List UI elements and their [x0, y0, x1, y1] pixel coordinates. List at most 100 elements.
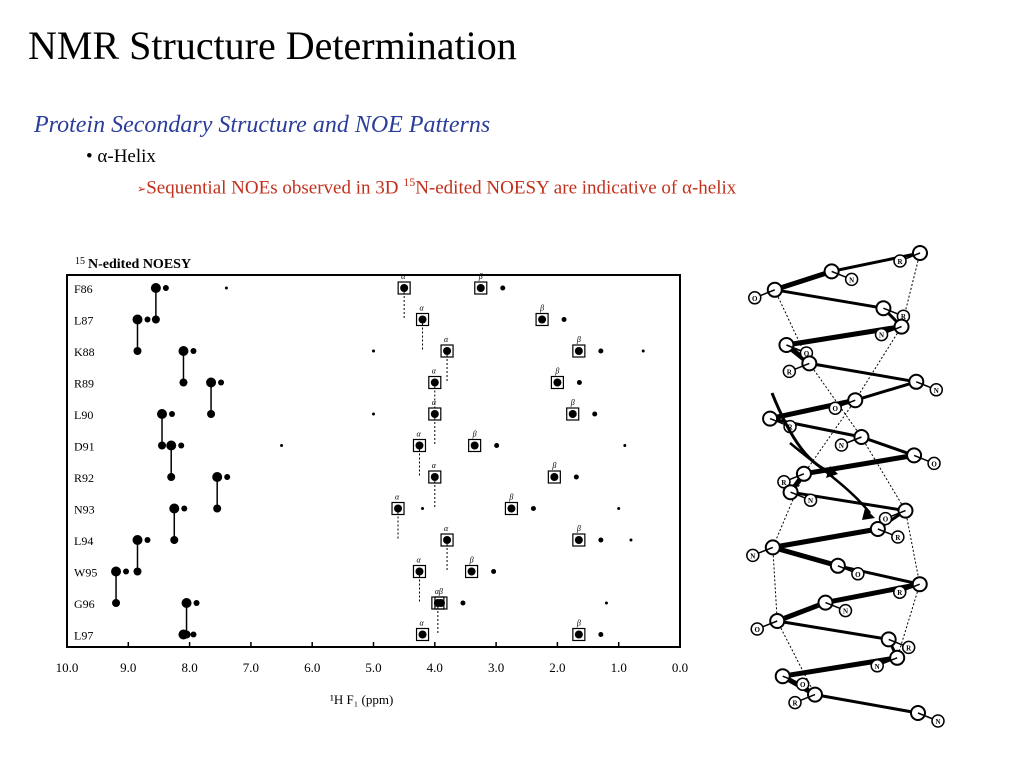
backbone-bond — [854, 380, 917, 402]
backbone-atom — [853, 429, 870, 445]
residue-label: L90 — [74, 408, 93, 422]
alpha-label: α — [435, 587, 440, 596]
substituent-atom — [788, 695, 802, 710]
residue-label: L97 — [74, 629, 93, 643]
substituent-atom — [844, 272, 859, 287]
alpha-label: α — [401, 272, 406, 281]
beta-label: β — [576, 619, 581, 628]
beta-cross-peak — [574, 347, 583, 355]
x-tick-label: 5.0 — [365, 660, 381, 675]
isotope-superscript: 15 — [403, 175, 416, 189]
beta-label: β — [570, 398, 575, 407]
atom-label: O — [883, 516, 889, 524]
x-tick-label: 0.0 — [672, 660, 688, 675]
side-chain-peak — [598, 537, 604, 543]
hydrogen-bond — [803, 399, 856, 475]
bullet-alpha-helix: • α-Helix — [86, 146, 156, 168]
bullet-text: -Helix — [107, 146, 156, 167]
beta-box — [474, 281, 488, 295]
backbone-bond — [809, 361, 917, 384]
side-chain-peak — [530, 506, 536, 511]
plot-frame — [66, 274, 681, 648]
bullet-dot: • — [86, 146, 93, 167]
beta-box — [434, 596, 448, 610]
noise-peak — [372, 412, 375, 416]
backbone-bond — [773, 269, 833, 293]
amide-peak — [162, 285, 169, 291]
amide-peak — [169, 411, 176, 417]
amide-peak — [218, 379, 225, 386]
sub-bullet-text-after: N-edited NOESY are indicative of — [415, 177, 682, 199]
sequential-nn-peak — [213, 504, 222, 513]
substituent-atom — [748, 291, 762, 305]
atom-label: O — [833, 405, 839, 413]
atom-label: R — [906, 644, 912, 652]
backbone-atom — [766, 281, 783, 298]
atom-label: O — [800, 681, 806, 689]
arrow-bullet-icon: ➢ — [137, 183, 147, 196]
alpha-label: α — [444, 524, 449, 533]
alpha-label: α — [420, 304, 425, 313]
hydrogen-bond — [901, 252, 921, 327]
x-tick-label: 6.0 — [304, 660, 320, 675]
backbone-atom — [829, 557, 846, 574]
hydrogen-bond — [904, 510, 921, 585]
side-chain-peak — [573, 474, 579, 480]
noesy-figure: 15 N-edited NOESY F86 L87 K88 R89 L90 D91 R92 N… — [50, 240, 690, 725]
substituent-atom — [878, 511, 893, 526]
backbone-atom — [911, 576, 928, 593]
beta-label: β — [539, 304, 544, 313]
side-chain-peak — [576, 380, 582, 385]
substituent-atom — [891, 530, 905, 544]
beta-cross-peak — [476, 284, 485, 292]
amide-peak — [190, 348, 197, 354]
residue-label: W95 — [74, 566, 97, 580]
noise-peak — [604, 601, 608, 605]
amide-peak — [190, 631, 197, 638]
backbone-atom — [847, 392, 864, 409]
substituent-atom — [929, 383, 944, 397]
sub-bullet-text-before: Sequential NOEs observed in 3D — [146, 177, 404, 199]
substituent-atom — [931, 714, 945, 728]
x-axis-label: ¹H F₁ (ppm) — [330, 692, 393, 707]
atom-label: R — [901, 313, 907, 321]
atom-label: N — [935, 718, 940, 726]
backbone-bond — [803, 452, 915, 477]
alpha-symbol: α — [97, 146, 108, 167]
beta-label: β — [576, 335, 581, 344]
backbone-bond — [831, 251, 921, 273]
hydrogen-bond — [808, 363, 862, 438]
atom-label: R — [787, 368, 793, 376]
x-tick-label: 9.0 — [120, 660, 136, 675]
sequential-nn-peak — [170, 536, 179, 544]
hydrogen-bond — [772, 473, 805, 548]
sequential-nn-peak — [158, 441, 167, 450]
substituent-atom — [828, 401, 843, 415]
atom-label: O — [804, 350, 810, 358]
atom-label: N — [843, 608, 848, 616]
slide-subtitle: Protein Secondary Structure and NOE Patt… — [34, 112, 491, 138]
backbone-bond — [774, 288, 884, 310]
beta-label: β — [508, 493, 513, 502]
residue-label: R89 — [74, 377, 94, 391]
backbone-bond — [860, 435, 915, 457]
residue-label: L94 — [74, 534, 93, 548]
noise-peak — [623, 444, 627, 447]
beta-box — [504, 501, 519, 516]
atom-label: R — [897, 589, 903, 597]
x-tick-label: 10.0 — [56, 660, 79, 675]
beta-cross-peak — [538, 315, 547, 324]
atom-label: N — [849, 276, 854, 284]
backbone-bond — [776, 619, 889, 641]
amide-peak — [144, 537, 151, 543]
atom-label: N — [808, 497, 813, 505]
substituent-atom — [893, 254, 907, 268]
beta-cross-peak — [574, 536, 583, 544]
beta-box — [468, 438, 482, 453]
alpha-label: α — [420, 619, 425, 628]
amide-peak — [181, 505, 188, 512]
atom-label: R — [781, 479, 787, 487]
substituent-atom — [874, 327, 889, 342]
beta-cross-peak — [553, 378, 562, 387]
x-tick-label: 3.0 — [488, 660, 504, 675]
